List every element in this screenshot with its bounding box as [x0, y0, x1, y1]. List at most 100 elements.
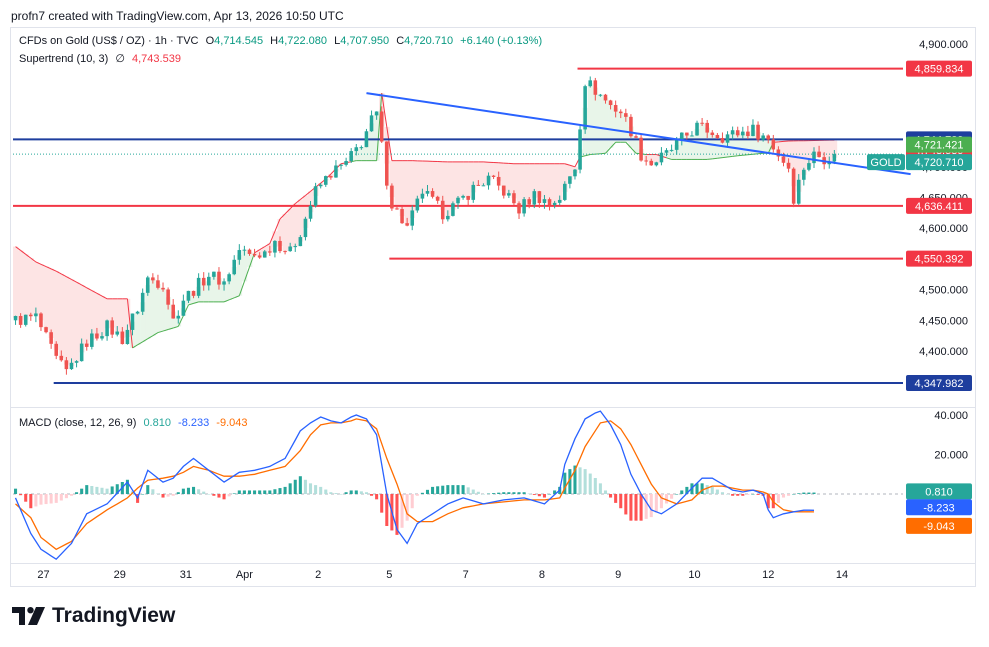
macd-value-tag: 0.810 — [925, 486, 953, 498]
supertrend-line-segment — [25, 253, 32, 259]
supertrend-line-segment — [50, 268, 57, 272]
macd-histogram-bar — [222, 494, 226, 500]
supertrend-fill-segment — [89, 290, 95, 341]
macd-title[interactable]: MACD (close, 12, 26, 9) — [19, 417, 137, 429]
supertrend-fill-segment — [618, 112, 624, 143]
candle-body — [29, 314, 33, 317]
candle-body — [227, 274, 231, 282]
supertrend-fill-segment — [369, 123, 375, 161]
candle-body — [196, 277, 201, 296]
candle-body — [756, 124, 760, 140]
supertrend-fill-segment — [755, 132, 761, 154]
macd-histogram-bar — [639, 494, 643, 521]
macd-histogram-bar — [186, 487, 190, 494]
supertrend-line-segment — [732, 155, 738, 157]
supertrend-fill-segment — [18, 250, 24, 321]
macd-value-tag-box — [906, 499, 972, 516]
macd-histogram-bar — [308, 483, 313, 494]
macd-histogram-bar — [497, 492, 501, 494]
candle-body — [115, 331, 120, 335]
macd-histogram-bar — [59, 494, 63, 501]
supertrend-fill-segment — [165, 297, 171, 330]
supertrend-fill-segment — [226, 277, 232, 300]
time-axis[interactable]: 27 29 31 Apr 2 5 7 8 9 10 12 14 — [37, 569, 848, 581]
macd-histogram-bar — [207, 494, 211, 495]
supertrend-fill-segment — [719, 140, 726, 158]
supertrend-fill-segment — [694, 129, 700, 160]
candle-body — [542, 199, 547, 204]
descending-trendline[interactable] — [366, 92, 911, 176]
supertrend-fill-segment — [409, 160, 416, 219]
trendlines[interactable] — [366, 92, 911, 176]
macd-histogram-bar — [522, 492, 526, 494]
supertrend-fill-segment — [414, 160, 421, 205]
supertrend-line-segment — [630, 147, 637, 154]
supertrend-line-segment — [269, 231, 276, 244]
symbol-legend[interactable]: CFDs on Gold (US$ / OZ) · 1h · TVC O4,71… — [19, 35, 546, 47]
supertrend-fill-segment — [114, 298, 121, 334]
price-axis[interactable]: 4,900.0004,750.0004,700.0004,650.0004,60… — [919, 39, 968, 462]
candle-body — [120, 331, 125, 345]
ticker-tag-box — [867, 154, 905, 171]
supertrend-line-segment — [569, 164, 576, 168]
candle-body — [100, 336, 104, 339]
macd-axis-label: 40.000 — [934, 410, 968, 422]
supertrend-line-segment — [126, 298, 134, 348]
macd-histogram-bar — [705, 485, 709, 494]
supertrend-line-segment — [254, 249, 260, 254]
current-price-tag: 4,721.421 — [915, 140, 964, 152]
candle-body — [405, 223, 409, 226]
macd-histogram-bar — [603, 490, 608, 494]
macd-histogram-bar — [781, 494, 786, 498]
supertrend-line-segment — [76, 281, 82, 286]
macd-histogram-bar — [69, 494, 74, 496]
candle-body — [90, 333, 94, 347]
supertrend-fill-segment — [277, 218, 283, 247]
supertrend-line-segment — [137, 341, 143, 346]
candle-body — [690, 135, 694, 137]
candle-body — [44, 327, 48, 333]
candle-body — [802, 169, 806, 180]
candle-body — [649, 160, 654, 166]
supertrend-fill-segment — [653, 154, 660, 164]
supertrend-line-segment — [707, 158, 713, 160]
tradingview-logo[interactable]: TradingView — [12, 604, 175, 628]
macd-legend[interactable]: MACD (close, 12, 26, 9) 0.810 -8.233 -9.… — [19, 417, 252, 429]
candle-body — [329, 176, 333, 178]
supertrend-line-segment — [30, 257, 37, 263]
candle-body — [456, 197, 460, 204]
candle-body — [354, 147, 359, 152]
macd-histogram-bar — [110, 486, 114, 494]
supertrend-fill-segment — [592, 87, 599, 155]
macd-histogram-bar — [44, 494, 48, 505]
supertrend-fill-segment — [597, 94, 604, 154]
candle-body — [171, 304, 175, 319]
supertrend-line-segment — [40, 263, 47, 268]
symbol-title[interactable]: CFDs on Gold (US$ / OZ) · 1h · TVC — [19, 35, 199, 47]
supertrend-fill-segment — [38, 264, 44, 321]
supertrend-legend[interactable]: Supertrend (10, 3) ∅ 4,743.539 — [19, 52, 185, 65]
time-axis-label: 14 — [836, 569, 848, 581]
macd-histogram-bar — [588, 473, 592, 494]
candle-body — [369, 115, 374, 132]
candle-body — [730, 130, 735, 135]
supertrend — [13, 83, 838, 366]
macd-line — [14, 410, 815, 561]
candle-body — [674, 139, 679, 150]
macd-histogram-bar — [710, 486, 714, 494]
macd-histogram-bar — [700, 483, 704, 494]
candle-body — [385, 141, 389, 186]
supertrend-fill-segment — [608, 102, 614, 148]
supertrend-line-segment — [55, 270, 62, 275]
candle-body — [471, 184, 476, 200]
candle-body — [527, 199, 531, 205]
macd-line-value: -8.233 — [178, 417, 210, 429]
supertrend-fill-segment — [796, 140, 802, 192]
candle-body — [207, 276, 211, 286]
candle-body — [247, 249, 252, 254]
macd-histogram-bar — [375, 494, 379, 500]
current-price-tag: 4,720.710 — [915, 157, 964, 169]
macd-histogram-bar — [64, 494, 68, 499]
supertrend-title[interactable]: Supertrend (10, 3) — [19, 53, 109, 65]
